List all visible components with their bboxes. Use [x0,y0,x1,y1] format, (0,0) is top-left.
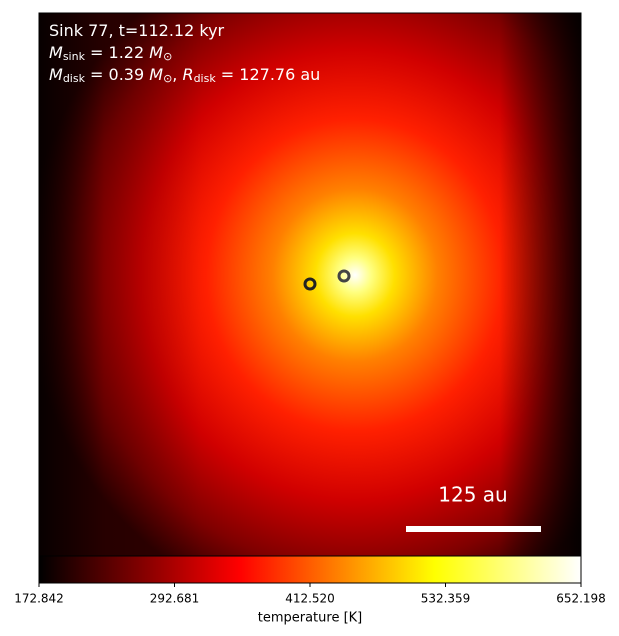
annotation-part: = 1.22 [85,43,149,62]
annotation-part: = 127.76 au [216,65,321,84]
annotation-part: disk [63,72,86,85]
sink-marker [303,277,317,291]
annotation-part: M [149,43,163,62]
annotation-part: M [49,43,63,62]
annotation: Sink 77, t=112.12 kyr [49,21,225,40]
colorbar-tick-label: 292.681 [150,592,200,606]
annotation: Msink = 1.22 M⊙ [49,43,172,64]
heatmap-shade [39,13,581,556]
annotation-part: sink [63,50,86,63]
colorbar [38,555,582,584]
annotation-part: , [172,65,182,84]
annotation-part: R [182,65,193,84]
annotation: Mdisk = 0.39 M⊙, Rdisk = 127.76 au [49,65,320,86]
colorbar-tick-label: 412.520 [285,592,335,606]
annotation-part: Sink 77, t=112.12 kyr [49,21,225,40]
colorbar-tick-label: 532.359 [421,592,471,606]
annotation-part: M [149,65,163,84]
annotation-part: ⊙ [163,50,172,63]
annotation-part: M [49,65,63,84]
colorbar-tick-label: 172.842 [14,592,64,606]
scale-bar-label: 125 au [438,483,507,507]
sink-marker [337,269,351,283]
annotation-part: ⊙ [163,72,172,85]
annotation-part: disk [194,72,217,85]
annotation-part: = 0.39 [85,65,149,84]
colorbar-tick-label: 652.198 [556,592,606,606]
heatmap: 125 au Sink 77, t=112.12 kyr Msink = 1.2… [38,12,582,557]
colorbar-label: temperature [K] [258,611,363,626]
